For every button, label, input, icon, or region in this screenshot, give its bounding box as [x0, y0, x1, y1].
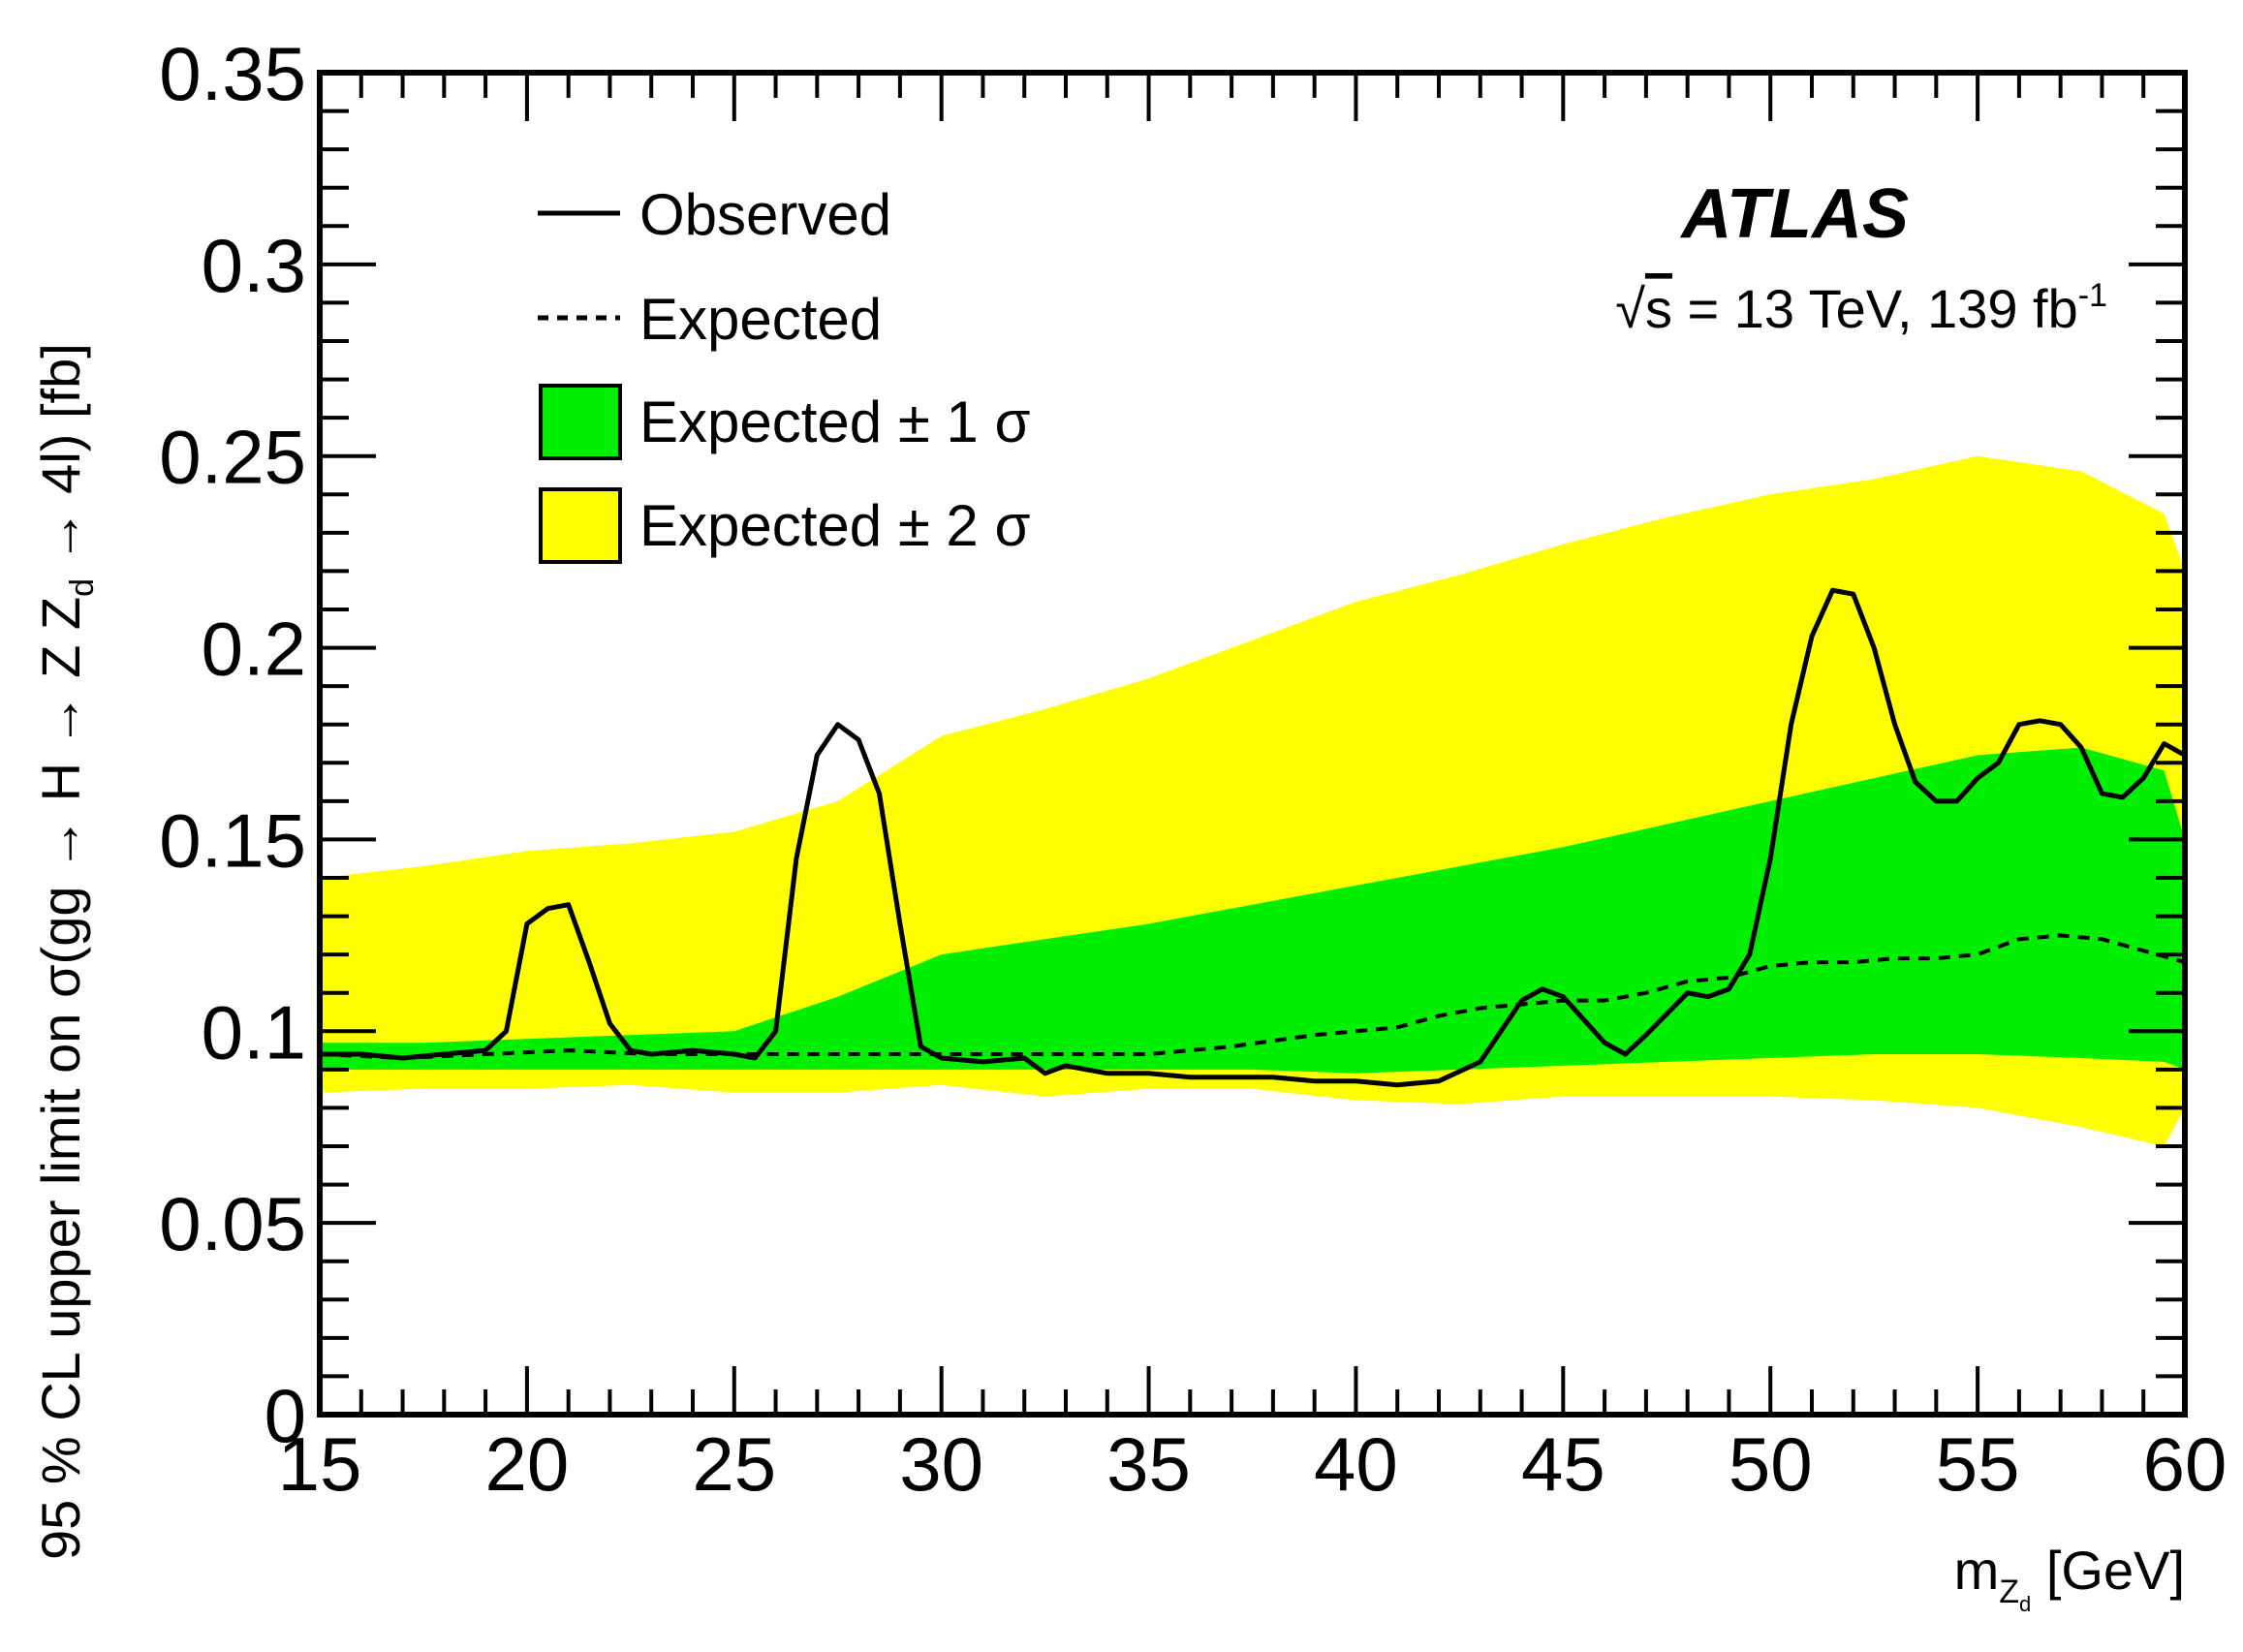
- legend-1sigma-swatch: [539, 384, 622, 460]
- x-tick-label: 15: [278, 1421, 362, 1507]
- y-axis-title: 95 % CL upper limit on σ(gg → H → Z Zd →…: [30, 343, 101, 1560]
- x-axis-subscript: Z: [1999, 1574, 2019, 1610]
- experiment-label: ATLAS: [1679, 175, 1909, 253]
- sqrt-symbol: √: [1615, 278, 1645, 339]
- x-axis-subsubscript: d: [2019, 1592, 2031, 1616]
- y-tick-label: 0.05: [159, 1181, 306, 1266]
- legend: Observed Expected Expected ± 1 σ Expecte…: [538, 182, 1031, 564]
- x-tick-label: 25: [692, 1421, 776, 1507]
- y-tick-label: 0.2: [202, 607, 306, 692]
- legend-2sigma-swatch: [539, 487, 622, 564]
- y-tick-label: 0: [265, 1373, 306, 1458]
- x-axis-unit: [GeV]: [2031, 1540, 2185, 1601]
- y-axis-part2: → 4l) [fb]: [30, 343, 91, 578]
- x-tick-label: 55: [1936, 1421, 2020, 1507]
- x-tick-label: 35: [1106, 1421, 1191, 1507]
- expected-line: [319, 933, 2186, 1061]
- y-tick-label: 0.35: [159, 31, 306, 116]
- y-tick-label: 0.25: [159, 415, 306, 500]
- x-tick-label: 45: [1521, 1421, 1605, 1507]
- y-tick-label: 0.1: [202, 989, 306, 1075]
- plot-frame: [317, 70, 2188, 1418]
- x-axis-title: mZd [GeV]: [1954, 1540, 2185, 1616]
- observed-line: [320, 587, 2187, 1088]
- s-symbol: s: [1645, 278, 1672, 339]
- legend-2sigma-label: Expected ± 2 σ: [639, 493, 1031, 558]
- axis-tick-labels: 15 20 25 30 35 40 45 50 55 60 0 0.05 0.1 0.15 0.2 0.25 0…: [159, 31, 2227, 1507]
- y-tick-label: 0.3: [202, 223, 306, 308]
- legend-expected-label: Expected: [639, 287, 882, 352]
- legend-observed-label: Observed: [639, 182, 891, 247]
- x-tick-label: 60: [2143, 1421, 2227, 1507]
- energy-label: √s = 13 TeV, 139 fb-1: [1615, 277, 2107, 339]
- y-axis-part1: 95 % CL upper limit on σ(gg → H → Z Z: [30, 597, 91, 1560]
- x-axis-main: m: [1954, 1540, 2000, 1601]
- axis-ticks: [318, 71, 2187, 1417]
- y-axis-subscript: d: [64, 578, 101, 597]
- y-tick-label: 0.15: [159, 797, 306, 883]
- energy-superscript: -1: [2078, 277, 2107, 314]
- x-tick-label: 50: [1729, 1421, 1813, 1507]
- x-tick-label: 30: [899, 1421, 983, 1507]
- legend-1sigma-label: Expected ± 1 σ: [639, 390, 1031, 454]
- x-tick-label: 20: [485, 1421, 570, 1507]
- x-tick-label: 40: [1314, 1421, 1398, 1507]
- energy-text: = 13 TeV, 139 fb: [1672, 278, 2078, 339]
